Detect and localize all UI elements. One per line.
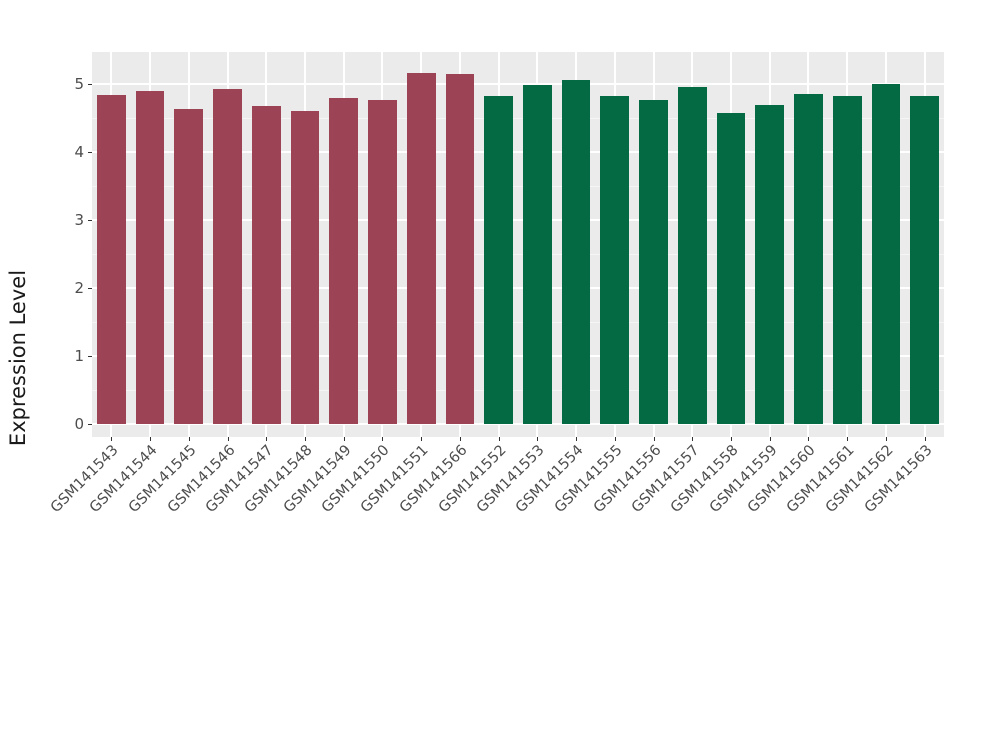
x-axis-ticks bbox=[92, 437, 944, 443]
bar bbox=[871, 84, 901, 424]
bar bbox=[832, 95, 862, 424]
bar bbox=[368, 100, 397, 424]
bar bbox=[639, 100, 668, 424]
y-axis-tick-mark bbox=[88, 287, 92, 289]
x-axis-tick-mark bbox=[421, 437, 423, 441]
x-axis-tick-mark bbox=[731, 437, 732, 441]
bar bbox=[600, 96, 630, 424]
x-axis-tick-mark bbox=[111, 437, 113, 441]
y-axis-tick-mark bbox=[88, 423, 92, 425]
x-axis-tick-mark bbox=[459, 437, 461, 441]
bar bbox=[329, 98, 359, 424]
bars-layer bbox=[92, 52, 944, 437]
y-axis-ticks: 0 1 2 3 4 5 bbox=[0, 0, 92, 580]
y-axis-tick-mark bbox=[88, 219, 92, 221]
bar bbox=[716, 113, 746, 424]
x-axis-tick-mark bbox=[692, 437, 694, 441]
x-axis-tick-mark bbox=[653, 437, 655, 441]
bar bbox=[251, 106, 281, 424]
y-axis-tick-label: 4 bbox=[74, 142, 84, 161]
bar bbox=[213, 88, 242, 424]
x-axis-tick-mark bbox=[808, 437, 810, 441]
x-axis-tick-mark bbox=[382, 437, 384, 441]
y-axis-tick-mark bbox=[88, 355, 92, 357]
bar bbox=[445, 74, 475, 424]
gridline-major-horizontal bbox=[92, 151, 944, 153]
bar bbox=[406, 73, 436, 424]
y-axis-tick-label: 5 bbox=[74, 74, 84, 93]
y-axis-tick-mark bbox=[88, 83, 92, 85]
x-axis-tick-mark bbox=[847, 437, 849, 441]
gridline-minor-horizontal bbox=[92, 322, 944, 323]
gridline-minor-horizontal bbox=[92, 186, 944, 187]
x-axis-tick-mark bbox=[614, 437, 616, 441]
gridline-major-horizontal bbox=[92, 219, 944, 221]
y-axis-tick-label: 0 bbox=[74, 414, 84, 433]
x-axis-labels: GSM141543 GSM141544 GSM141545 GSM141546 GSM1… bbox=[48, 442, 944, 573]
bar bbox=[561, 79, 591, 424]
bar bbox=[174, 109, 204, 424]
x-axis-tick-mark bbox=[150, 437, 152, 441]
gridline-major-horizontal bbox=[92, 355, 944, 357]
x-axis-tick-mark bbox=[227, 437, 229, 441]
plot-panel bbox=[92, 52, 944, 437]
y-axis-tick-label: 3 bbox=[74, 210, 84, 229]
gridline-minor-horizontal bbox=[92, 254, 944, 255]
x-axis-tick-mark bbox=[769, 437, 771, 441]
bar bbox=[755, 105, 785, 424]
gridline-minor-horizontal bbox=[92, 118, 944, 119]
x-axis-tick-mark bbox=[266, 437, 268, 441]
bar bbox=[794, 94, 823, 424]
x-axis-tick-mark bbox=[924, 437, 926, 441]
gridline-major-horizontal bbox=[92, 423, 944, 425]
gridline-minor-horizontal bbox=[92, 390, 944, 391]
y-axis-tick-label: 1 bbox=[74, 346, 84, 365]
gridline-major-horizontal bbox=[92, 287, 944, 289]
bar bbox=[523, 84, 552, 424]
gridline-major-horizontal bbox=[92, 83, 944, 85]
y-axis-tick-label: 2 bbox=[74, 278, 84, 297]
bar bbox=[910, 95, 939, 424]
x-axis-tick-mark bbox=[343, 437, 345, 441]
bar bbox=[97, 94, 126, 424]
x-axis-tick-mark bbox=[885, 437, 887, 441]
bar bbox=[677, 87, 707, 424]
x-axis-tick-mark bbox=[188, 437, 190, 441]
x-axis-tick-mark bbox=[305, 437, 306, 441]
bar bbox=[484, 95, 513, 424]
bar bbox=[290, 110, 320, 424]
x-axis-tick-mark bbox=[537, 437, 539, 441]
y-axis-tick-mark bbox=[88, 151, 92, 153]
x-axis-tick-mark bbox=[576, 437, 578, 441]
bar bbox=[135, 90, 165, 424]
x-axis-tick-mark bbox=[498, 437, 500, 441]
